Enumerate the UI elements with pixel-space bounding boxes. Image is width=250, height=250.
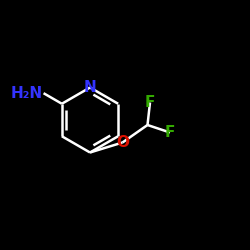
Text: O: O xyxy=(116,135,129,150)
Text: N: N xyxy=(84,80,96,95)
Text: H₂N: H₂N xyxy=(10,86,42,101)
Text: F: F xyxy=(145,95,155,110)
Text: F: F xyxy=(165,125,175,140)
